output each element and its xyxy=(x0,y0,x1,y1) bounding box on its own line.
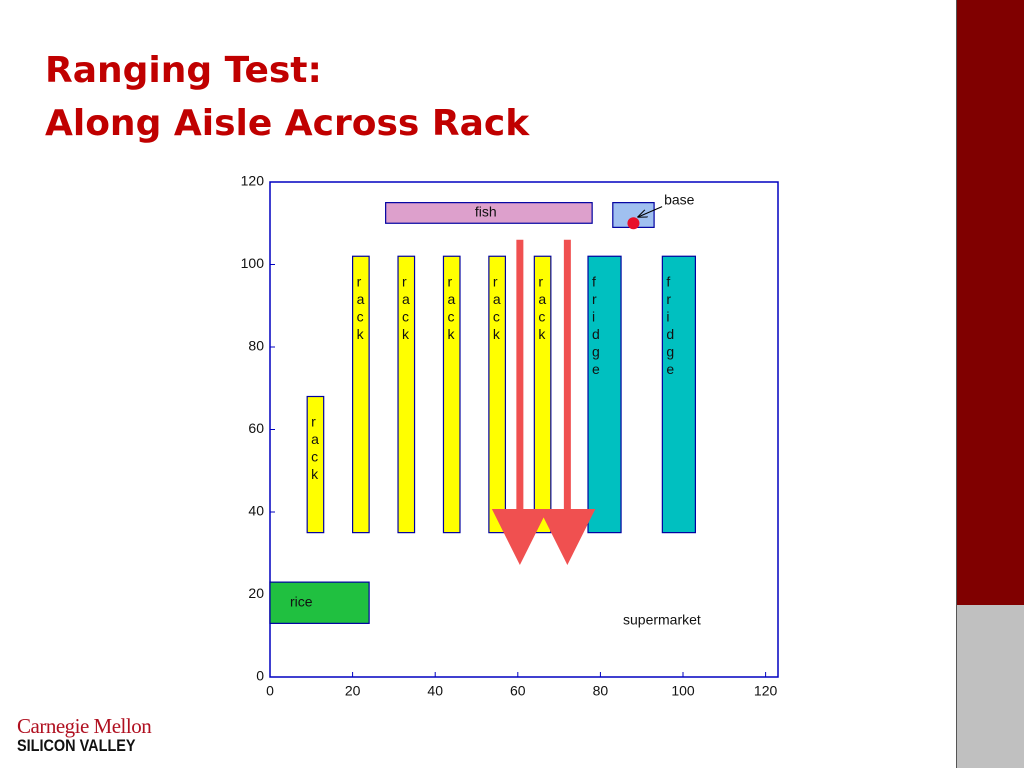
slide-title: Ranging Test: Along Aisle Across Rack xyxy=(45,44,529,150)
y-tick-label: 0 xyxy=(256,668,264,684)
base-label: base xyxy=(664,191,695,207)
area xyxy=(587,255,622,534)
area-label: fish xyxy=(475,204,497,220)
base-point xyxy=(627,217,640,230)
area xyxy=(306,395,325,534)
annotation: supermarket xyxy=(623,612,701,628)
side-bar xyxy=(956,0,1024,605)
side-bar xyxy=(956,605,1024,768)
y-tick-label: 20 xyxy=(248,585,264,601)
x-tick-label: 120 xyxy=(754,683,778,699)
chart: 0 20 40 60 80 100 120 0 20 40 60 80 100 120 fish r a c k r a… xyxy=(241,173,779,699)
area xyxy=(442,255,461,534)
x-tick-label: 20 xyxy=(345,683,361,699)
x-tick-label: 80 xyxy=(593,683,609,699)
area xyxy=(385,202,593,224)
logo: Carnegie Mellon xyxy=(17,714,152,738)
area xyxy=(269,581,370,624)
logo: SILICON VALLEY xyxy=(17,736,136,755)
y-tick-label: 120 xyxy=(241,173,265,189)
x-tick-label: 0 xyxy=(266,683,274,699)
base-pointer xyxy=(637,206,663,218)
x-tick-label: 100 xyxy=(671,683,695,699)
y-tick-label: 80 xyxy=(248,338,264,354)
area xyxy=(661,255,696,534)
area xyxy=(397,255,416,534)
y-tick-label: 100 xyxy=(241,255,265,271)
x-tick-label: 60 xyxy=(510,683,526,699)
title-line: Ranging Test: xyxy=(45,50,322,91)
area-label: rice xyxy=(290,593,313,609)
area xyxy=(352,255,370,534)
y-tick-label: 60 xyxy=(248,420,264,436)
y-tick-label: 40 xyxy=(248,503,264,519)
title-line: Along Aisle Across Rack xyxy=(45,103,530,144)
x-tick-label: 40 xyxy=(427,683,443,699)
